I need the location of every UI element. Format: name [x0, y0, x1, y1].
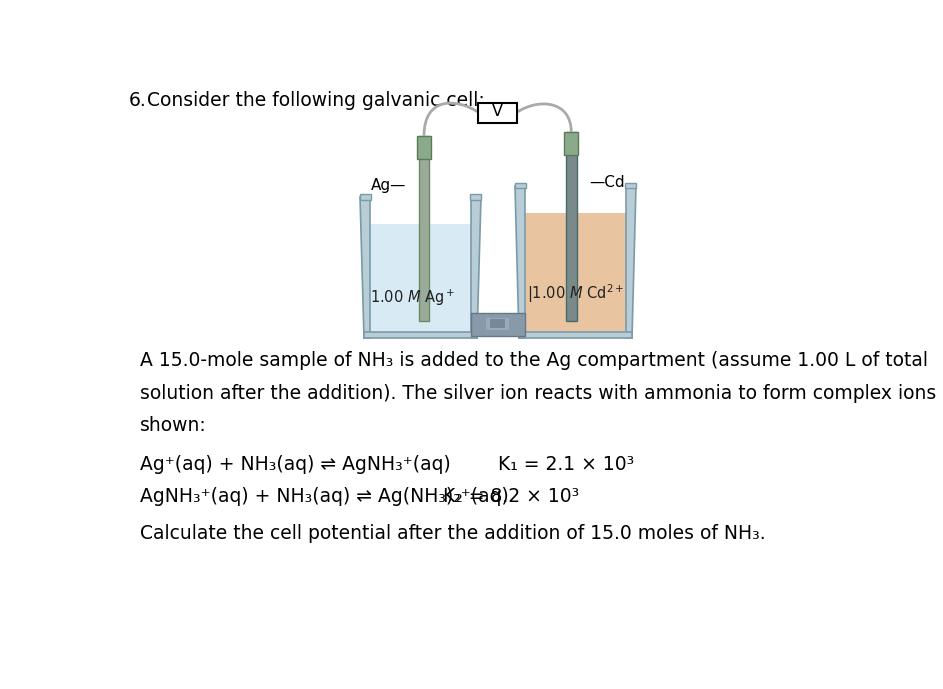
Bar — [417, 136, 431, 159]
Text: Consider the following galvanic cell:: Consider the following galvanic cell: — [147, 91, 485, 110]
Text: AgNH₃⁺(aq) + NH₃(aq) ⇌ Ag(NH₃)₂⁺(aq): AgNH₃⁺(aq) + NH₃(aq) ⇌ Ag(NH₃)₂⁺(aq) — [140, 487, 508, 506]
Bar — [364, 332, 477, 338]
Bar — [524, 213, 625, 332]
Text: shown:: shown: — [140, 416, 207, 435]
Text: 6.: 6. — [129, 91, 146, 110]
Bar — [566, 132, 577, 320]
Bar — [359, 194, 371, 200]
Polygon shape — [471, 198, 481, 338]
Text: $|$1.00 $\mathit{M}$ Cd$^{2+}$: $|$1.00 $\mathit{M}$ Cd$^{2+}$ — [526, 282, 623, 305]
Text: 1.00 $\mathit{M}$ Ag$^+$: 1.00 $\mathit{M}$ Ag$^+$ — [370, 287, 455, 308]
Text: V: V — [492, 105, 504, 119]
Polygon shape — [515, 186, 524, 338]
Text: Ag—: Ag— — [371, 178, 406, 194]
Text: K₁ = 2.1 × 10³: K₁ = 2.1 × 10³ — [498, 455, 634, 473]
Text: K₂ = 8.2 × 10³: K₂ = 8.2 × 10³ — [443, 487, 580, 506]
Text: solution after the addition). The silver ion reacts with ammonia to form complex: solution after the addition). The silver… — [140, 384, 943, 403]
Text: —Cd: —Cd — [589, 174, 624, 189]
Text: A 15.0-mole sample of NH₃ is added to the Ag compartment (assume 1.00 L of total: A 15.0-mole sample of NH₃ is added to th… — [140, 351, 928, 371]
Bar — [515, 183, 525, 188]
Bar — [489, 319, 505, 329]
Bar — [470, 194, 481, 200]
Text: Ag⁺(aq) + NH₃(aq) ⇌ AgNH₃⁺(aq): Ag⁺(aq) + NH₃(aq) ⇌ AgNH₃⁺(aq) — [140, 455, 451, 473]
Bar — [519, 332, 632, 338]
Bar — [486, 318, 509, 330]
Bar — [471, 313, 524, 336]
Polygon shape — [625, 186, 636, 338]
Bar — [419, 136, 429, 320]
Bar — [564, 132, 578, 155]
FancyBboxPatch shape — [478, 103, 517, 123]
Bar — [624, 183, 636, 188]
Bar — [370, 225, 471, 332]
Polygon shape — [359, 198, 370, 338]
Text: Calculate the cell potential after the addition of 15.0 moles of NH₃.: Calculate the cell potential after the a… — [140, 524, 765, 543]
